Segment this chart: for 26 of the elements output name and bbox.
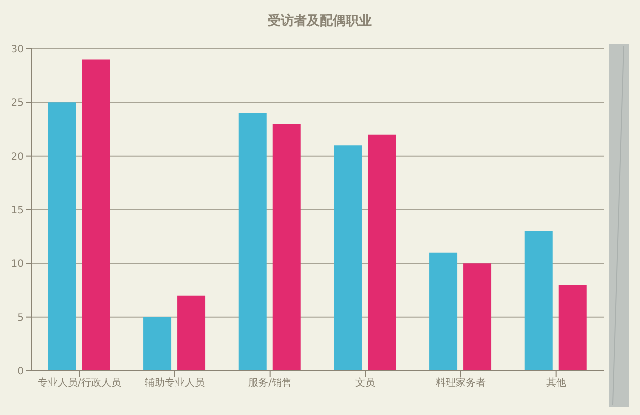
chart-title: 受访者及配偶职业 [267, 12, 373, 30]
bar [464, 264, 492, 371]
x-tick-label: 辅助专业人员 [145, 377, 205, 390]
x-tick-label: 其他 [546, 377, 566, 390]
bar [558, 285, 587, 371]
y-tick-label: 0 [18, 366, 24, 378]
y-tick-label: 30 [11, 44, 24, 56]
bar [524, 231, 553, 371]
y-tick-label: 15 [11, 206, 24, 217]
bar [368, 134, 396, 371]
x-tick-label: 料理家务者 [436, 377, 486, 390]
bar [334, 146, 362, 371]
y-tick-label: 20 [11, 152, 24, 163]
bar [430, 252, 458, 371]
bar [238, 113, 267, 371]
x-tick-label: 服务/销售 [248, 377, 292, 390]
y-tick-label: 5 [18, 312, 24, 324]
y-tick-label: 10 [11, 259, 24, 270]
bar [48, 102, 76, 371]
y-tick-label: 25 [11, 98, 24, 110]
bar [272, 124, 301, 371]
bar [144, 317, 172, 371]
bar [178, 296, 206, 371]
x-tick-label: 文员 [356, 377, 376, 390]
bar [82, 60, 110, 371]
x-tick-label: 专业人员/行政人员 [38, 377, 122, 390]
